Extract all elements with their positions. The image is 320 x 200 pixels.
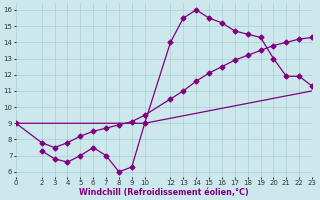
- X-axis label: Windchill (Refroidissement éolien,°C): Windchill (Refroidissement éolien,°C): [79, 188, 249, 197]
